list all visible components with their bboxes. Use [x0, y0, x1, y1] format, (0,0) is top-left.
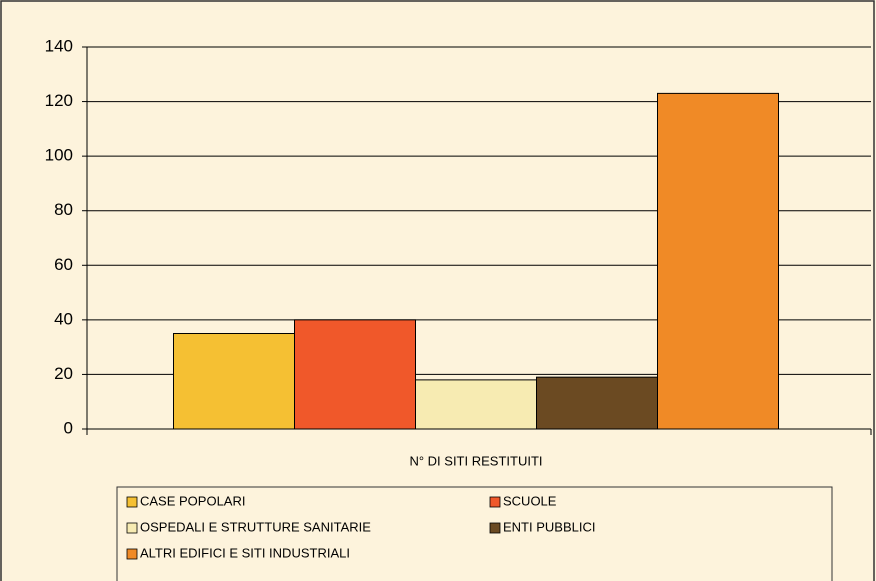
bar — [536, 376, 658, 430]
y-tick-label: 80 — [54, 200, 73, 219]
y-tick-label: 120 — [45, 91, 73, 110]
legend-swatch — [126, 496, 138, 508]
y-tick-label: 100 — [45, 146, 73, 165]
legend-swatch — [126, 548, 138, 560]
legend-swatch — [489, 522, 501, 534]
bar — [657, 92, 779, 430]
legend-label: SCUOLE — [503, 493, 557, 508]
x-tick-label: N° DI SITI RESTITUITI — [409, 453, 542, 468]
y-tick-label: 60 — [54, 255, 73, 274]
bar — [173, 333, 295, 430]
legend-label: OSPEDALI E STRUTTURE SANITARIE — [140, 519, 371, 534]
legend-label: CASE POPOLARI — [140, 493, 245, 508]
legend-swatch — [489, 496, 501, 508]
legend-swatch — [126, 522, 138, 534]
legend-label: ENTI PUBBLICI — [503, 519, 595, 534]
y-tick-label: 20 — [54, 364, 73, 383]
y-tick-label: 0 — [64, 418, 73, 437]
y-tick-label: 140 — [45, 36, 73, 55]
bar — [294, 319, 416, 430]
legend-box — [116, 486, 833, 581]
legend-label: ALTRI EDIFICI E SITI INDUSTRIALI — [140, 545, 350, 560]
bar — [415, 379, 537, 430]
y-tick-label: 40 — [54, 309, 73, 328]
